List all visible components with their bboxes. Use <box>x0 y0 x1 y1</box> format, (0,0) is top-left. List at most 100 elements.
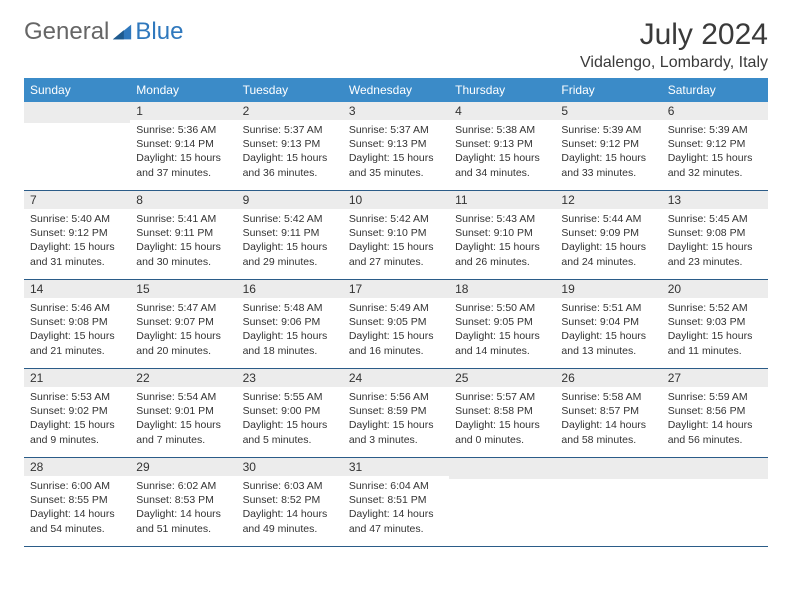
day-number: 5 <box>555 102 661 120</box>
calendar-day-cell <box>555 458 661 547</box>
daylight-text: Daylight: 15 hours and 21 minutes. <box>30 329 124 357</box>
day-content: Sunrise: 5:46 AMSunset: 9:08 PMDaylight:… <box>24 298 130 362</box>
sunrise-text: Sunrise: 5:36 AM <box>136 123 230 137</box>
sunrise-text: Sunrise: 5:48 AM <box>243 301 337 315</box>
sunset-text: Sunset: 9:02 PM <box>30 404 124 418</box>
sunrise-text: Sunrise: 5:57 AM <box>455 390 549 404</box>
sunset-text: Sunset: 9:03 PM <box>668 315 762 329</box>
sunset-text: Sunset: 8:52 PM <box>243 493 337 507</box>
calendar-week-row: 7Sunrise: 5:40 AMSunset: 9:12 PMDaylight… <box>24 191 768 280</box>
calendar-day-cell: 3Sunrise: 5:37 AMSunset: 9:13 PMDaylight… <box>343 102 449 191</box>
sunrise-text: Sunrise: 5:44 AM <box>561 212 655 226</box>
sunset-text: Sunset: 9:10 PM <box>455 226 549 240</box>
day-number: 13 <box>662 191 768 209</box>
calendar-week-row: 14Sunrise: 5:46 AMSunset: 9:08 PMDayligh… <box>24 280 768 369</box>
day-content <box>449 479 555 486</box>
day-number <box>24 102 130 123</box>
sunset-text: Sunset: 9:05 PM <box>455 315 549 329</box>
daylight-text: Daylight: 15 hours and 29 minutes. <box>243 240 337 268</box>
day-content: Sunrise: 6:02 AMSunset: 8:53 PMDaylight:… <box>130 476 236 540</box>
day-number: 17 <box>343 280 449 298</box>
sunrise-text: Sunrise: 5:52 AM <box>668 301 762 315</box>
daylight-text: Daylight: 15 hours and 26 minutes. <box>455 240 549 268</box>
day-content: Sunrise: 5:59 AMSunset: 8:56 PMDaylight:… <box>662 387 768 451</box>
day-content: Sunrise: 5:39 AMSunset: 9:12 PMDaylight:… <box>555 120 661 184</box>
day-content: Sunrise: 5:37 AMSunset: 9:13 PMDaylight:… <box>343 120 449 184</box>
daylight-text: Daylight: 14 hours and 51 minutes. <box>136 507 230 535</box>
sunset-text: Sunset: 9:12 PM <box>668 137 762 151</box>
daylight-text: Daylight: 15 hours and 18 minutes. <box>243 329 337 357</box>
daylight-text: Daylight: 15 hours and 7 minutes. <box>136 418 230 446</box>
calendar-table: Sunday Monday Tuesday Wednesday Thursday… <box>24 78 768 547</box>
sunrise-text: Sunrise: 6:03 AM <box>243 479 337 493</box>
sunset-text: Sunset: 9:11 PM <box>243 226 337 240</box>
day-content <box>662 479 768 486</box>
sunset-text: Sunset: 8:51 PM <box>349 493 443 507</box>
calendar-week-row: 21Sunrise: 5:53 AMSunset: 9:02 PMDayligh… <box>24 369 768 458</box>
daylight-text: Daylight: 15 hours and 31 minutes. <box>30 240 124 268</box>
day-number: 25 <box>449 369 555 387</box>
sunset-text: Sunset: 8:59 PM <box>349 404 443 418</box>
day-header: Sunday <box>24 78 130 102</box>
calendar-day-cell: 7Sunrise: 5:40 AMSunset: 9:12 PMDaylight… <box>24 191 130 280</box>
calendar-day-cell: 27Sunrise: 5:59 AMSunset: 8:56 PMDayligh… <box>662 369 768 458</box>
daylight-text: Daylight: 15 hours and 30 minutes. <box>136 240 230 268</box>
calendar-week-row: 1Sunrise: 5:36 AMSunset: 9:14 PMDaylight… <box>24 102 768 191</box>
daylight-text: Daylight: 15 hours and 16 minutes. <box>349 329 443 357</box>
sunset-text: Sunset: 9:00 PM <box>243 404 337 418</box>
sunrise-text: Sunrise: 6:04 AM <box>349 479 443 493</box>
day-number: 7 <box>24 191 130 209</box>
day-content: Sunrise: 5:37 AMSunset: 9:13 PMDaylight:… <box>237 120 343 184</box>
sunrise-text: Sunrise: 5:49 AM <box>349 301 443 315</box>
calendar-day-cell: 31Sunrise: 6:04 AMSunset: 8:51 PMDayligh… <box>343 458 449 547</box>
daylight-text: Daylight: 15 hours and 27 minutes. <box>349 240 443 268</box>
brand-part2: Blue <box>135 18 183 46</box>
sunset-text: Sunset: 9:13 PM <box>349 137 443 151</box>
calendar-day-cell: 10Sunrise: 5:42 AMSunset: 9:10 PMDayligh… <box>343 191 449 280</box>
daylight-text: Daylight: 15 hours and 11 minutes. <box>668 329 762 357</box>
logo-triangle-icon <box>111 21 133 43</box>
day-content: Sunrise: 6:03 AMSunset: 8:52 PMDaylight:… <box>237 476 343 540</box>
day-number: 8 <box>130 191 236 209</box>
calendar-day-cell: 24Sunrise: 5:56 AMSunset: 8:59 PMDayligh… <box>343 369 449 458</box>
sunset-text: Sunset: 9:11 PM <box>136 226 230 240</box>
day-content: Sunrise: 6:00 AMSunset: 8:55 PMDaylight:… <box>24 476 130 540</box>
calendar-day-cell: 26Sunrise: 5:58 AMSunset: 8:57 PMDayligh… <box>555 369 661 458</box>
day-number: 11 <box>449 191 555 209</box>
day-content: Sunrise: 5:36 AMSunset: 9:14 PMDaylight:… <box>130 120 236 184</box>
sunrise-text: Sunrise: 5:56 AM <box>349 390 443 404</box>
sunset-text: Sunset: 9:13 PM <box>455 137 549 151</box>
day-content: Sunrise: 5:58 AMSunset: 8:57 PMDaylight:… <box>555 387 661 451</box>
sunset-text: Sunset: 9:12 PM <box>561 137 655 151</box>
calendar-day-cell: 22Sunrise: 5:54 AMSunset: 9:01 PMDayligh… <box>130 369 236 458</box>
sunrise-text: Sunrise: 5:39 AM <box>561 123 655 137</box>
calendar-day-cell: 28Sunrise: 6:00 AMSunset: 8:55 PMDayligh… <box>24 458 130 547</box>
day-content: Sunrise: 5:56 AMSunset: 8:59 PMDaylight:… <box>343 387 449 451</box>
calendar-week-row: 28Sunrise: 6:00 AMSunset: 8:55 PMDayligh… <box>24 458 768 547</box>
day-number: 27 <box>662 369 768 387</box>
daylight-text: Daylight: 15 hours and 5 minutes. <box>243 418 337 446</box>
calendar-day-cell: 19Sunrise: 5:51 AMSunset: 9:04 PMDayligh… <box>555 280 661 369</box>
day-content: Sunrise: 5:44 AMSunset: 9:09 PMDaylight:… <box>555 209 661 273</box>
day-number: 16 <box>237 280 343 298</box>
sunset-text: Sunset: 9:12 PM <box>30 226 124 240</box>
sunset-text: Sunset: 9:10 PM <box>349 226 443 240</box>
day-number: 3 <box>343 102 449 120</box>
day-number: 18 <box>449 280 555 298</box>
day-content: Sunrise: 5:54 AMSunset: 9:01 PMDaylight:… <box>130 387 236 451</box>
sunrise-text: Sunrise: 5:53 AM <box>30 390 124 404</box>
day-header: Thursday <box>449 78 555 102</box>
day-content: Sunrise: 5:43 AMSunset: 9:10 PMDaylight:… <box>449 209 555 273</box>
calendar-page: General Blue July 2024 Vidalengo, Lombar… <box>0 0 792 557</box>
calendar-day-cell: 23Sunrise: 5:55 AMSunset: 9:00 PMDayligh… <box>237 369 343 458</box>
sunrise-text: Sunrise: 5:51 AM <box>561 301 655 315</box>
calendar-day-cell: 25Sunrise: 5:57 AMSunset: 8:58 PMDayligh… <box>449 369 555 458</box>
day-number: 14 <box>24 280 130 298</box>
sunrise-text: Sunrise: 5:37 AM <box>349 123 443 137</box>
sunrise-text: Sunrise: 5:54 AM <box>136 390 230 404</box>
calendar-day-cell: 8Sunrise: 5:41 AMSunset: 9:11 PMDaylight… <box>130 191 236 280</box>
header: General Blue July 2024 Vidalengo, Lombar… <box>24 18 768 72</box>
calendar-day-cell: 5Sunrise: 5:39 AMSunset: 9:12 PMDaylight… <box>555 102 661 191</box>
day-number: 29 <box>130 458 236 476</box>
day-content: Sunrise: 5:42 AMSunset: 9:10 PMDaylight:… <box>343 209 449 273</box>
